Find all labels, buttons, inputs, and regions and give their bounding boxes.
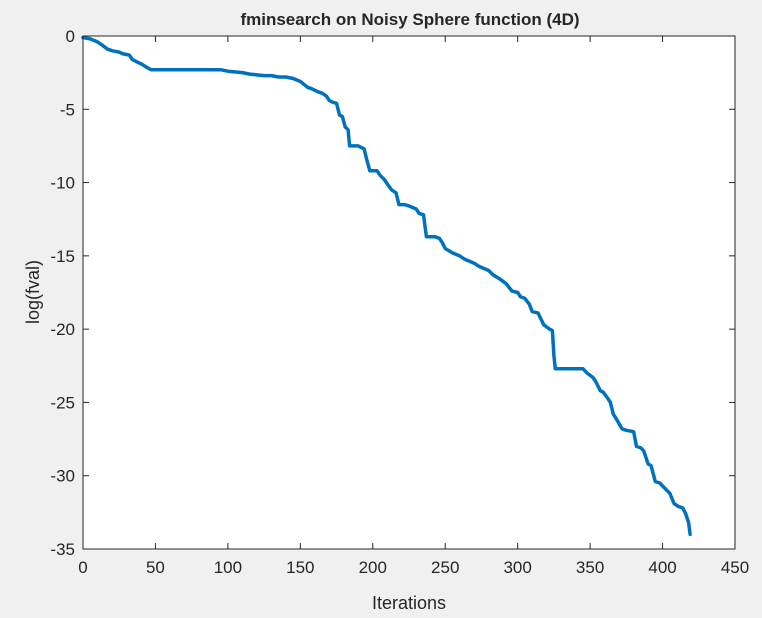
data-line-layer xyxy=(81,35,692,537)
y-tick-label: -5 xyxy=(60,100,75,119)
x-axis-label: Iterations xyxy=(372,593,446,613)
y-tick-label: -35 xyxy=(50,540,75,559)
y-axis-label: log(fval) xyxy=(23,260,43,324)
x-tick-label: 0 xyxy=(78,558,87,577)
x-tick-label: 250 xyxy=(431,558,459,577)
plot-area xyxy=(83,36,735,549)
x-tick-label: 300 xyxy=(503,558,531,577)
x-tick-label: 400 xyxy=(648,558,676,577)
y-tick-label: -25 xyxy=(50,393,75,412)
x-tick-label: 450 xyxy=(721,558,749,577)
axes-box xyxy=(82,35,736,550)
y-tick-label: -20 xyxy=(50,320,75,339)
y-tick-label: -30 xyxy=(50,467,75,486)
x-axis-ticks: 0 50 100 150 200 250 300 350 400 450 xyxy=(78,36,749,577)
x-tick-label: 350 xyxy=(576,558,604,577)
y-axis-ticks: 0 -5 -10 -15 -20 -25 -30 -35 xyxy=(50,27,735,559)
x-tick-label: 150 xyxy=(286,558,314,577)
x-tick-label: 100 xyxy=(214,558,242,577)
x-tick-label: 50 xyxy=(146,558,165,577)
x-tick-label: 200 xyxy=(359,558,387,577)
y-tick-label: -15 xyxy=(50,247,75,266)
chart-title: fminsearch on Noisy Sphere function (4D) xyxy=(240,10,579,29)
y-tick-label: 0 xyxy=(66,27,75,46)
series-line xyxy=(81,35,692,537)
y-tick-label: -10 xyxy=(50,174,75,193)
